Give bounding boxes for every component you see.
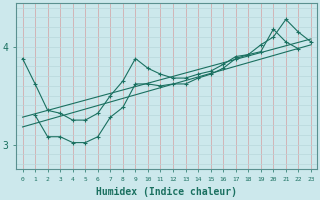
- X-axis label: Humidex (Indice chaleur): Humidex (Indice chaleur): [96, 187, 237, 197]
